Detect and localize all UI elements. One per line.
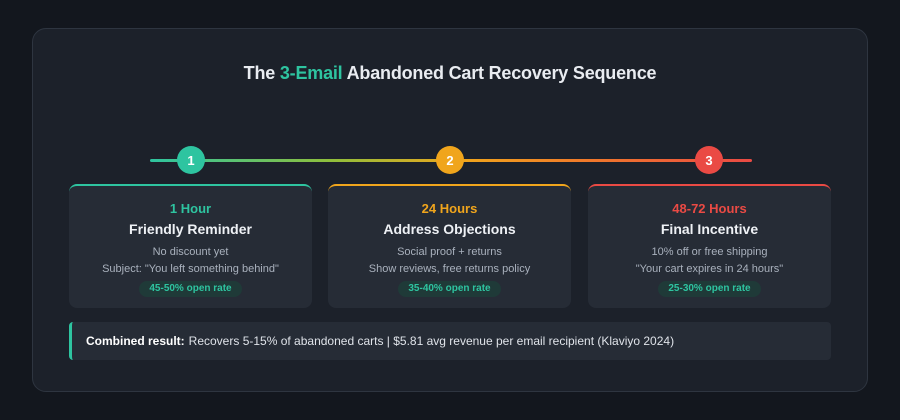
title-prefix: The — [243, 63, 280, 83]
combined-result-text: Recovers 5-15% of abandoned carts | $5.8… — [188, 334, 675, 348]
step-1-open-rate-badge: 45-50% open rate — [139, 281, 242, 297]
diagram-title: The 3-Email Abandoned Cart Recovery Sequ… — [33, 63, 867, 84]
step-1-detail-1: No discount yet — [152, 246, 229, 258]
combined-result-bar: Combined result: Recovers 5-15% of aband… — [69, 322, 831, 360]
step-3-detail-1: 10% off or free shipping — [651, 246, 768, 258]
step-3-card: 48-72 Hours Final Incentive 10% off or f… — [588, 184, 831, 308]
title-suffix: Abandoned Cart Recovery Sequence — [342, 63, 657, 83]
step-3-marker: 3 — [695, 146, 723, 174]
step-1-marker: 1 — [177, 146, 205, 174]
step-2-timing: 24 Hours — [421, 201, 478, 216]
step-2-detail-1: Social proof + returns — [397, 246, 502, 258]
step-1-heading: Friendly Reminder — [129, 221, 252, 237]
step-1-timing: 1 Hour — [169, 201, 212, 216]
step-1-detail-2: Subject: "You left something behind" — [102, 263, 279, 275]
step-2-open-rate-badge: 35-40% open rate — [398, 281, 501, 297]
step-2-heading: Address Objections — [383, 221, 516, 237]
step-3-timing: 48-72 Hours — [672, 201, 747, 216]
step-2-marker: 2 — [436, 146, 464, 174]
step-2-detail-2: Show reviews, free returns policy — [368, 263, 531, 275]
diagram-panel: The 3-Email Abandoned Cart Recovery Sequ… — [32, 28, 868, 392]
step-3-detail-2: "Your cart expires in 24 hours" — [635, 263, 784, 275]
step-3-open-rate-badge: 25-30% open rate — [658, 281, 761, 297]
step-1-card: 1 Hour Friendly Reminder No discount yet… — [69, 184, 312, 308]
step-2-card: 24 Hours Address Objections Social proof… — [328, 184, 571, 308]
combined-result-label: Combined result: — [86, 334, 185, 348]
title-accent: 3-Email — [279, 63, 343, 83]
step-3-heading: Final Incentive — [660, 221, 759, 237]
